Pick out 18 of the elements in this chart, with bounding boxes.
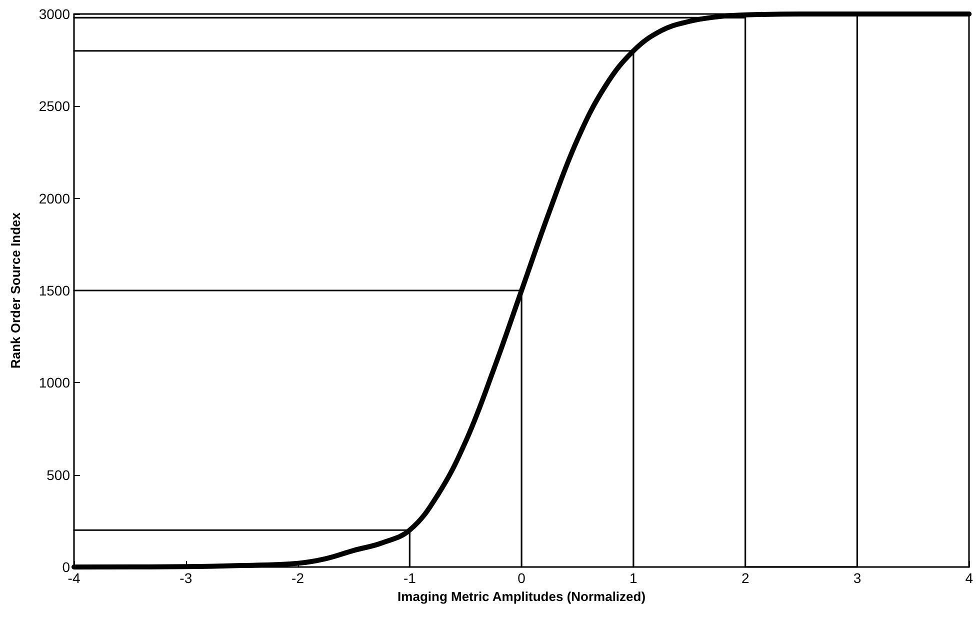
y-tick-label: 0 <box>62 559 70 575</box>
x-tick-label: -4 <box>68 570 80 586</box>
x-tick-label: 4 <box>965 570 974 586</box>
y-tick-label: 1000 <box>38 374 70 391</box>
y-tick-label: 3000 <box>38 6 70 22</box>
x-tick-label: 3 <box>853 570 862 586</box>
y-axis-title: Rank Order Source Index <box>8 212 23 369</box>
y-tick-label: 2000 <box>38 190 70 206</box>
x-tick-label: -2 <box>292 570 304 586</box>
y-tick-label: 500 <box>46 466 70 483</box>
x-tick-label: 1 <box>630 570 638 586</box>
x-tick-label: 0 <box>518 570 526 586</box>
x-axis-title: Imaging Metric Amplitudes (Normalized) <box>398 588 646 604</box>
x-tick-label: -1 <box>403 570 416 586</box>
y-tick-label: 2500 <box>38 98 70 114</box>
x-tick-label: 2 <box>741 570 750 586</box>
y-tick-label: 1500 <box>38 282 70 298</box>
x-tick-label: -3 <box>180 570 192 586</box>
